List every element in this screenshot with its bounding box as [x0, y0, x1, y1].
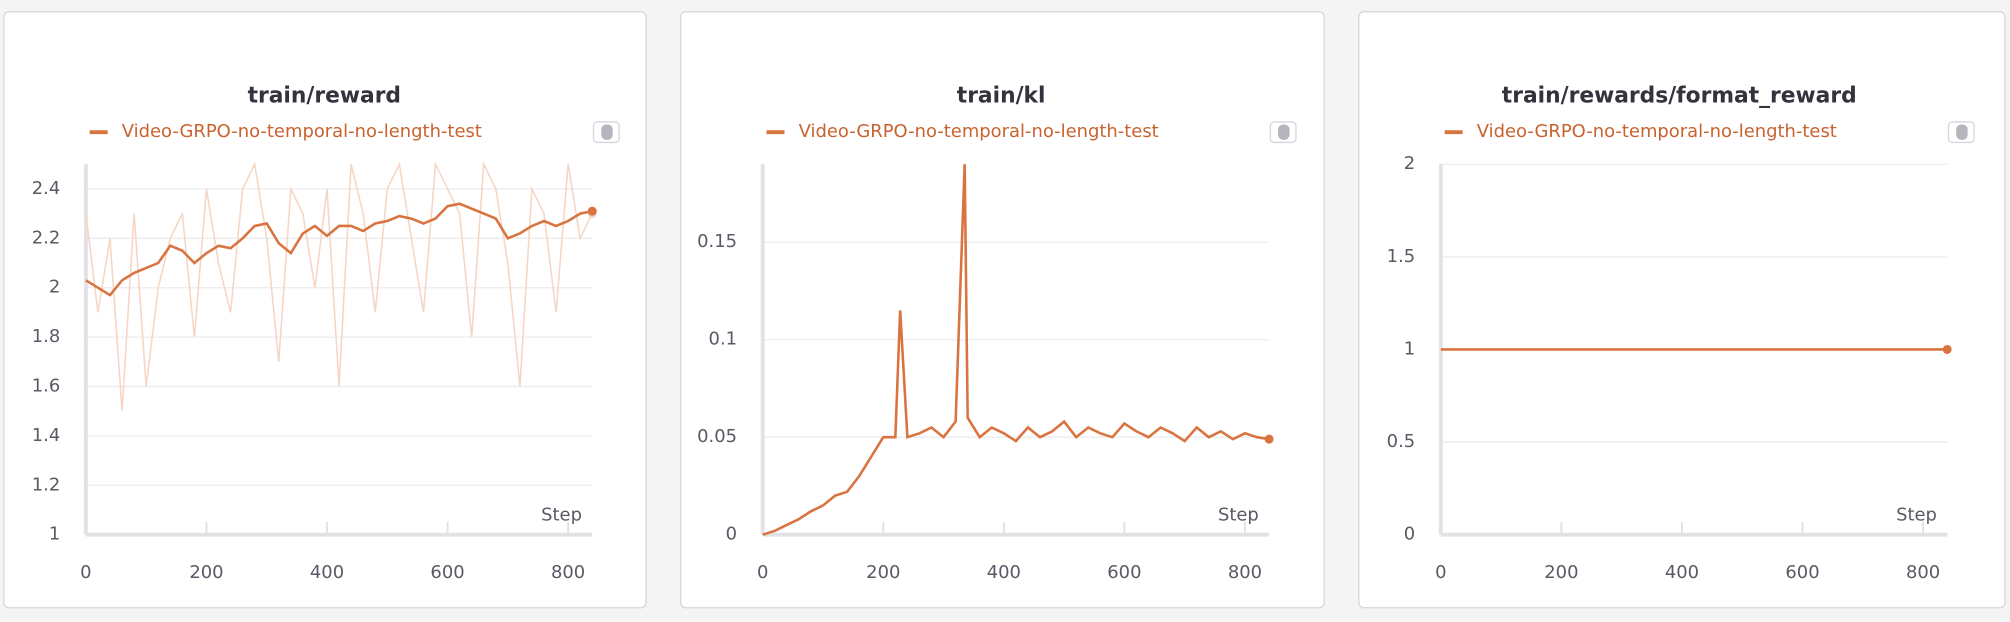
x-tick-label: 200 — [866, 562, 900, 583]
y-tick-label: 2 — [1404, 153, 1415, 174]
x-tick-label: 400 — [987, 562, 1021, 583]
panel — [680, 11, 1325, 609]
x-tick-label: 600 — [1107, 562, 1141, 583]
x-tick-label: 800 — [1228, 562, 1262, 583]
toggle-knob — [1278, 124, 1290, 140]
x-axis-label: Step — [1218, 504, 1259, 525]
series-line — [85, 161, 593, 412]
x-tick-label: 800 — [1906, 562, 1940, 583]
x-tick-label: 200 — [1544, 562, 1578, 583]
chart-title: train/rewards/format_reward — [1502, 83, 1857, 108]
panel — [1358, 11, 2006, 609]
y-tick-label: 2 — [49, 277, 60, 298]
y-tick-label: 0.05 — [697, 426, 737, 447]
y-tick-label: 2.2 — [32, 227, 61, 248]
y-tick-label: 0.1 — [709, 329, 738, 350]
x-axis-label: Step — [541, 504, 582, 525]
x-tick-label: 600 — [430, 562, 464, 583]
x-axis-label: Step — [1896, 504, 1937, 525]
y-tick-label: 0.5 — [1387, 431, 1416, 452]
chart-title: train/kl — [957, 83, 1046, 108]
x-tick-label: 0 — [757, 562, 768, 583]
x-tick-label: 800 — [551, 562, 585, 583]
y-tick-label: 1.5 — [1387, 246, 1416, 267]
toggle-knob — [1956, 124, 1968, 140]
y-tick-label: 1 — [49, 524, 60, 545]
y-tick-label: 1.8 — [32, 326, 61, 347]
legend-label: Video-GRPO-no-temporal-no-length-test — [122, 121, 482, 142]
x-tick-label: 0 — [80, 562, 91, 583]
y-tick-label: 0.15 — [697, 231, 737, 252]
end-point — [587, 206, 597, 216]
x-tick-label: 0 — [1435, 562, 1446, 583]
chart-title: train/reward — [248, 83, 401, 108]
y-tick-label: 1.2 — [32, 474, 61, 495]
panel — [3, 11, 647, 609]
legend-label: Video-GRPO-no-temporal-no-length-test — [799, 121, 1159, 142]
y-tick-label: 2.4 — [32, 178, 61, 199]
x-tick-label: 400 — [1665, 562, 1699, 583]
x-tick-label: 200 — [189, 562, 223, 583]
end-point — [1942, 344, 1952, 354]
end-point — [1264, 434, 1274, 444]
y-tick-label: 0 — [1404, 524, 1415, 545]
toggle-knob — [601, 124, 613, 140]
series-line — [762, 164, 1270, 536]
y-tick-label: 1 — [1404, 338, 1415, 359]
y-tick-label: 1.4 — [32, 425, 61, 446]
y-tick-label: 1.6 — [32, 376, 61, 397]
x-tick-label: 600 — [1785, 562, 1819, 583]
series-line — [85, 202, 593, 297]
legend-label: Video-GRPO-no-temporal-no-length-test — [1477, 121, 1837, 142]
x-tick-label: 400 — [310, 562, 344, 583]
y-tick-label: 0 — [726, 524, 737, 545]
